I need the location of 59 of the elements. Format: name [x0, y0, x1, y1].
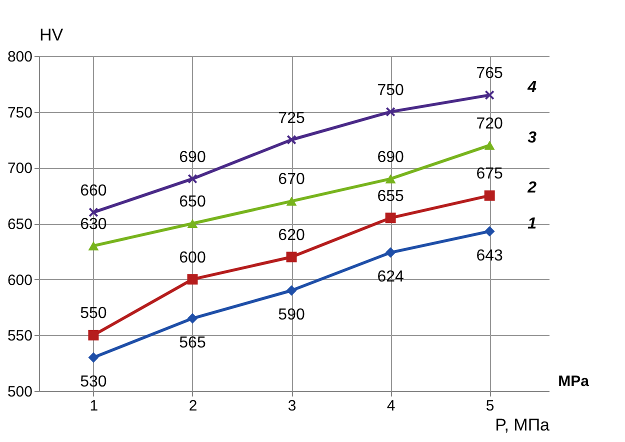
x-tick-label: 3 — [288, 398, 296, 414]
data-label: 620 — [278, 227, 305, 244]
data-label: 565 — [179, 334, 206, 352]
point — [188, 174, 198, 184]
point — [484, 90, 494, 100]
text: 3 — [528, 129, 537, 146]
data-label: 590 — [278, 306, 305, 324]
data-label: 550 — [80, 305, 107, 322]
data-label: 675 — [476, 166, 504, 183]
point — [286, 196, 297, 206]
data-label: 630 — [80, 216, 107, 233]
text: MPa — [558, 373, 590, 390]
data-label: 643 — [476, 247, 504, 264]
point — [88, 207, 98, 218]
x-tick-label: 5 — [486, 398, 494, 414]
x-tick-label: 4 — [386, 398, 396, 414]
data-label: 750 — [377, 82, 404, 99]
x-tick-label: 2 — [188, 398, 198, 414]
point — [88, 352, 99, 363]
data-label: 600 — [179, 249, 206, 266]
data-label: 765 — [476, 65, 504, 82]
data-label: 725 — [278, 110, 305, 127]
point — [187, 218, 198, 228]
point — [484, 190, 495, 201]
text: 2 — [526, 180, 537, 197]
data-label: 530 — [80, 374, 107, 390]
y-axis-title: HV — [40, 26, 64, 44]
x-axis-title: P, МПа — [495, 416, 550, 434]
point — [484, 140, 495, 150]
x-tick-label: 1 — [90, 398, 98, 414]
data-label: 655 — [377, 188, 404, 205]
text: 1 — [528, 215, 537, 232]
y-tick-label: 750 — [7, 104, 32, 122]
y-tick-label: 600 — [7, 272, 32, 289]
data-label: 660 — [80, 182, 107, 200]
point — [286, 252, 297, 262]
point — [386, 106, 396, 117]
y-tick-label: 700 — [7, 160, 32, 178]
point — [187, 313, 198, 324]
point — [88, 330, 99, 340]
data-label: 624 — [377, 268, 404, 286]
y-tick-label: 650 — [7, 216, 32, 233]
data-label: 690 — [179, 148, 206, 166]
point — [286, 285, 297, 296]
y-tick-label: 500 — [7, 384, 32, 400]
data-label: 720 — [476, 115, 504, 132]
point — [187, 274, 198, 285]
point — [484, 226, 495, 237]
data-label: 670 — [278, 171, 305, 188]
data-label: 690 — [377, 148, 404, 166]
point — [385, 247, 396, 258]
y-tick-label: 800 — [7, 48, 32, 66]
point — [88, 241, 99, 250]
point — [385, 174, 396, 184]
point — [286, 134, 296, 145]
point — [385, 212, 396, 224]
text: 4 — [526, 79, 537, 96]
data-label: 650 — [179, 194, 206, 210]
y-tick-label: 550 — [7, 328, 32, 345]
